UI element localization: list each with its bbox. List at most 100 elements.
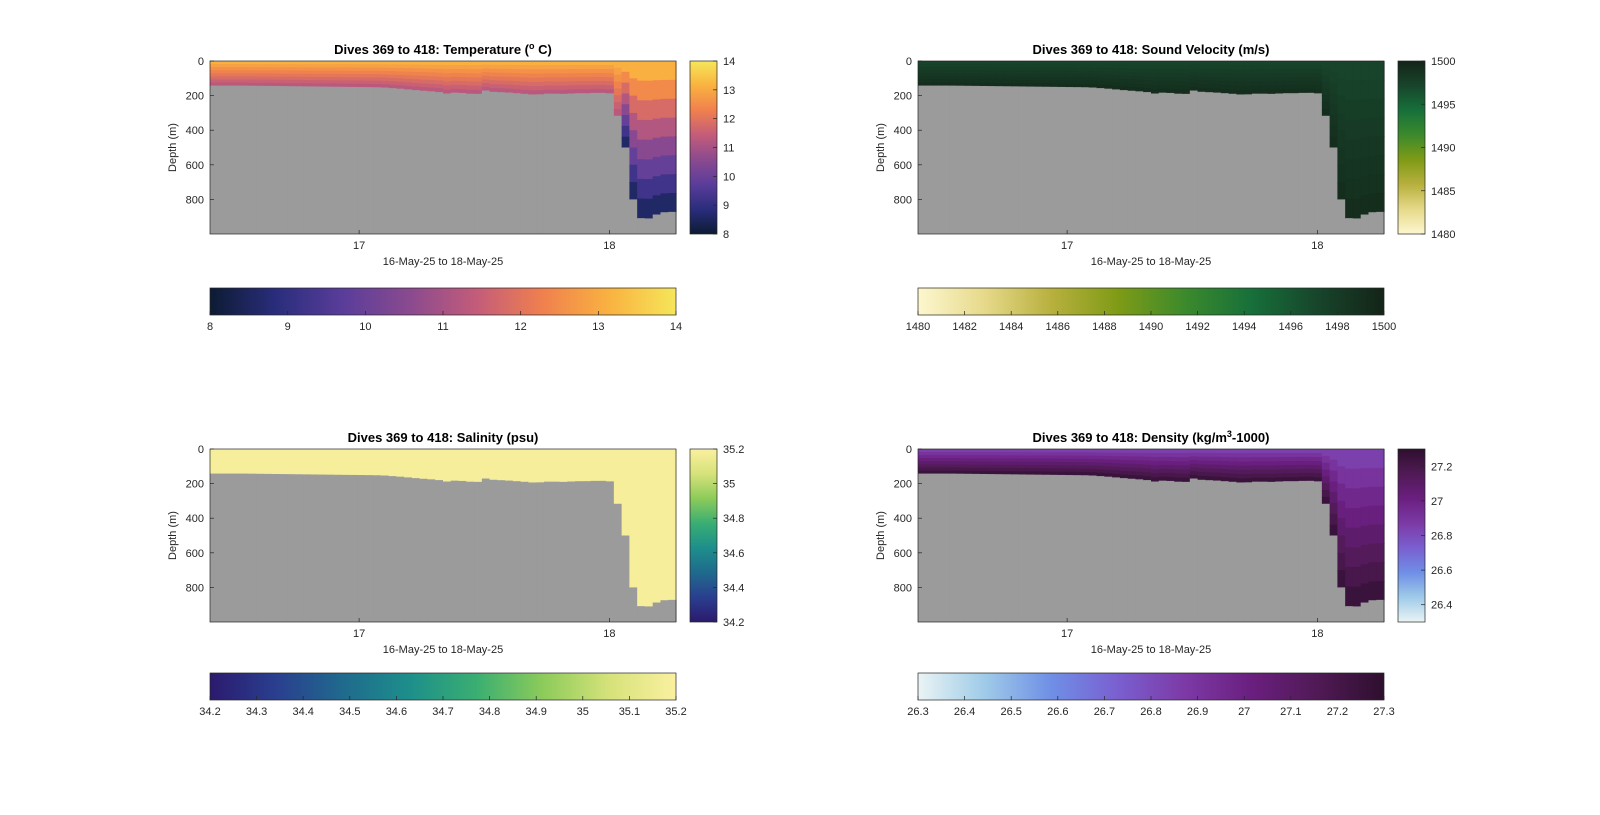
data-cell xyxy=(629,61,638,79)
data-cell xyxy=(520,453,530,458)
data-cell xyxy=(1337,130,1346,149)
data-cell xyxy=(1251,461,1261,466)
data-cell xyxy=(918,73,927,77)
data-cell xyxy=(1158,468,1168,474)
data-cell xyxy=(225,467,234,472)
data-cell xyxy=(1244,449,1253,454)
data-cell xyxy=(443,81,452,86)
data-cell xyxy=(1127,68,1137,73)
data-cell xyxy=(598,472,607,478)
data-cell xyxy=(987,76,997,81)
data-cell xyxy=(1236,81,1245,87)
data-cell xyxy=(1182,453,1191,458)
data-cell xyxy=(621,459,630,472)
data-cell xyxy=(427,449,436,454)
data-cell xyxy=(520,65,530,70)
data-cell xyxy=(458,61,467,66)
data-cell xyxy=(1166,68,1175,74)
data-cell xyxy=(256,64,265,68)
data-cell xyxy=(1065,468,1074,473)
data-cell xyxy=(435,460,444,466)
no-data-area xyxy=(357,87,366,234)
data-cell xyxy=(528,453,537,458)
data-cell xyxy=(1314,473,1323,478)
data-cell xyxy=(1119,82,1129,88)
data-cell xyxy=(217,79,227,84)
data-cell xyxy=(279,464,289,469)
data-cell xyxy=(217,461,227,465)
data-cell xyxy=(466,457,475,462)
data-cell xyxy=(1189,72,1199,77)
no-data-area xyxy=(287,86,297,235)
data-cell xyxy=(1244,81,1253,87)
data-cell xyxy=(419,83,429,88)
data-cell xyxy=(918,452,927,456)
no-data-area xyxy=(528,94,537,234)
data-cell xyxy=(613,61,623,69)
data-cell xyxy=(652,506,662,527)
data-cell xyxy=(949,455,958,459)
data-cell xyxy=(1189,449,1199,454)
data-cell xyxy=(1003,471,1012,475)
y-tick-label: 800 xyxy=(894,194,912,206)
data-cell xyxy=(1050,77,1059,81)
data-cell xyxy=(404,75,413,80)
data-cell xyxy=(995,61,1005,65)
data-cell xyxy=(551,461,561,466)
data-cell xyxy=(956,76,966,81)
data-cell xyxy=(575,89,584,94)
data-cell xyxy=(1298,472,1307,478)
data-cell xyxy=(1283,65,1292,70)
data-cell xyxy=(652,80,662,100)
colorbar-bottom-tick-label: 27.3 xyxy=(1373,706,1394,718)
no-data-area xyxy=(272,473,281,622)
data-cell xyxy=(637,100,646,121)
data-cell xyxy=(1244,469,1253,475)
no-data-area xyxy=(980,473,989,622)
data-cell xyxy=(419,456,429,461)
data-cell xyxy=(225,79,234,84)
data-cell xyxy=(272,64,281,68)
data-cell xyxy=(1337,449,1346,467)
data-cell xyxy=(613,74,623,83)
data-cell xyxy=(474,449,483,454)
colorbar-bottom-tick-label: 1496 xyxy=(1279,321,1303,333)
data-cell xyxy=(217,458,227,462)
data-cell xyxy=(419,460,429,465)
data-cell xyxy=(396,473,405,478)
data-cell xyxy=(528,457,537,463)
data-cell xyxy=(1073,80,1082,85)
data-cell xyxy=(956,470,966,475)
data-cell xyxy=(1345,61,1354,82)
data-cell xyxy=(918,449,927,453)
data-cell xyxy=(272,79,281,84)
data-cell xyxy=(644,80,654,101)
data-cell xyxy=(404,473,413,478)
data-cell xyxy=(644,586,654,608)
data-cell xyxy=(1290,461,1300,466)
data-cell xyxy=(1135,72,1144,77)
data-cell xyxy=(326,458,335,463)
data-cell xyxy=(668,562,677,582)
data-cell xyxy=(590,64,599,70)
no-data-area xyxy=(334,474,343,622)
data-cell xyxy=(357,465,366,470)
data-cell xyxy=(637,61,646,82)
x-tick-label: 17 xyxy=(353,628,365,640)
data-cell xyxy=(365,468,374,473)
data-cell xyxy=(1337,466,1346,485)
data-cell xyxy=(582,89,592,94)
data-cell xyxy=(949,449,958,453)
data-cell xyxy=(1368,581,1377,601)
data-cell xyxy=(1026,464,1036,469)
data-cell xyxy=(1189,460,1199,465)
data-cell xyxy=(217,70,227,74)
data-cell xyxy=(1259,73,1269,78)
data-cell xyxy=(427,83,436,89)
data-cell xyxy=(918,461,927,465)
data-cell xyxy=(373,74,382,78)
data-cell xyxy=(1003,467,1012,472)
data-cell xyxy=(1352,61,1362,82)
data-cell xyxy=(380,452,390,457)
data-cell xyxy=(481,456,491,461)
